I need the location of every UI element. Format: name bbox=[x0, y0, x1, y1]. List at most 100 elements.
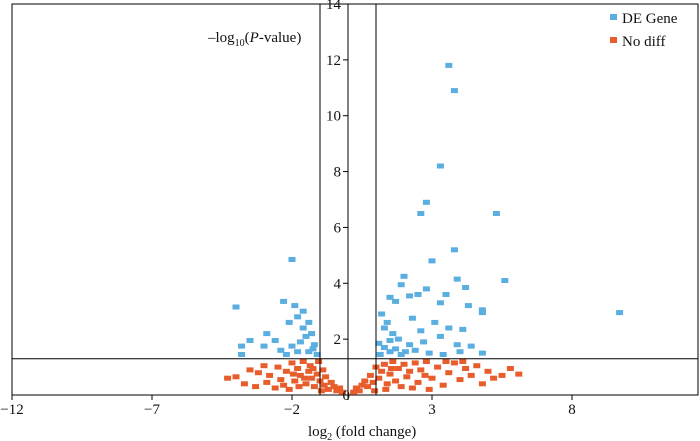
de-gene-point-61 bbox=[420, 339, 428, 345]
de-gene-point-28 bbox=[478, 310, 486, 316]
de-gene-point-66 bbox=[467, 343, 475, 349]
no-diff-point-57 bbox=[392, 378, 400, 384]
de-gene-point-62 bbox=[436, 333, 444, 339]
plot-frame bbox=[11, 3, 699, 396]
no-diff-point-39 bbox=[309, 366, 317, 371]
de-gene-point-13 bbox=[462, 285, 470, 290]
de-gene-point-20 bbox=[436, 300, 444, 306]
no-diff-point-18 bbox=[310, 384, 318, 390]
de-gene-point-24 bbox=[232, 304, 240, 310]
y-tick-label-5: 10 bbox=[326, 109, 341, 125]
no-diff-point-84 bbox=[382, 386, 390, 392]
no-diff-point-60 bbox=[400, 361, 408, 367]
de-gene-point-75 bbox=[439, 352, 447, 357]
de-gene-point-71 bbox=[406, 342, 414, 348]
x-tick-label-2: −2 bbox=[284, 402, 300, 418]
de-gene-point-76 bbox=[408, 315, 416, 321]
legend-label-no-diff: No diff bbox=[622, 34, 665, 50]
no-diff-point-45 bbox=[358, 382, 366, 388]
no-diff-point-13 bbox=[299, 359, 307, 364]
no-diff-point-79 bbox=[498, 372, 506, 378]
no-diff-point-53 bbox=[380, 361, 388, 367]
no-diff-point-87 bbox=[371, 388, 379, 394]
de-gene-point-72 bbox=[392, 346, 400, 352]
no-diff-point-44 bbox=[355, 388, 363, 394]
no-diff-point-72 bbox=[456, 377, 464, 383]
no-diff-point-61 bbox=[403, 374, 411, 380]
no-diff-point-25 bbox=[327, 379, 335, 385]
de-gene-point-65 bbox=[459, 326, 467, 332]
de-gene-point-39 bbox=[238, 343, 246, 349]
no-diff-point-2 bbox=[246, 367, 254, 373]
no-diff-point-71 bbox=[450, 360, 458, 366]
de-gene-point-40 bbox=[277, 347, 285, 353]
x-tick-label-4: 8 bbox=[568, 402, 576, 418]
de-gene-point-43 bbox=[310, 342, 318, 348]
no-diff-point-77 bbox=[484, 368, 492, 374]
no-diff-point-46 bbox=[361, 378, 369, 384]
legend-marker-no-diff bbox=[610, 37, 617, 43]
de-gene-point-14 bbox=[422, 286, 430, 292]
no-diff-point-24 bbox=[324, 386, 332, 392]
no-diff-point-16 bbox=[306, 363, 314, 369]
no-diff-point-68 bbox=[434, 364, 442, 370]
no-diff-point-58 bbox=[394, 366, 402, 371]
no-diff-point-12 bbox=[296, 372, 304, 378]
no-diff-point-29 bbox=[338, 389, 346, 395]
x-tick-label-3: 3 bbox=[428, 402, 436, 418]
de-gene-point-50 bbox=[378, 311, 386, 317]
y-tick-label-3: 6 bbox=[334, 220, 342, 236]
de-gene-point-6 bbox=[450, 247, 458, 253]
de-gene-point-37 bbox=[260, 343, 268, 349]
de-gene-point-53 bbox=[389, 331, 397, 337]
de-gene-point-34 bbox=[302, 333, 310, 339]
no-diff-point-31 bbox=[252, 384, 260, 390]
no-diff-point-14 bbox=[302, 381, 310, 387]
de-gene-point-59 bbox=[376, 352, 384, 357]
de-gene-point-67 bbox=[456, 349, 464, 355]
de-gene-point-16 bbox=[442, 292, 450, 297]
no-diff-point-1 bbox=[232, 374, 240, 380]
de-gene-point-54 bbox=[394, 336, 402, 342]
no-diff-point-3 bbox=[254, 370, 262, 376]
y-tick-label-7: 14 bbox=[326, 0, 342, 13]
no-diff-point-38 bbox=[301, 375, 309, 381]
de-gene-point-3 bbox=[422, 199, 430, 205]
de-gene-point-38 bbox=[246, 338, 254, 343]
de-gene-point-21 bbox=[464, 303, 472, 309]
de-gene-point-12 bbox=[397, 282, 405, 288]
de-gene-point-18 bbox=[386, 294, 394, 300]
de-gene-point-46 bbox=[309, 346, 317, 352]
de-gene-point-58 bbox=[397, 352, 405, 357]
no-diff-point-34 bbox=[280, 382, 288, 388]
de-gene-point-30 bbox=[616, 310, 624, 316]
no-diff-point-51 bbox=[375, 375, 383, 381]
no-diff-point-81 bbox=[515, 371, 523, 377]
de-gene-point-44 bbox=[305, 349, 313, 355]
origin-tick-label: 0 bbox=[343, 388, 351, 404]
de-gene-point-2 bbox=[436, 163, 444, 169]
no-diff-point-15 bbox=[305, 368, 313, 374]
no-diff-point-33 bbox=[271, 385, 279, 391]
y-tick-label-1: 2 bbox=[334, 332, 342, 348]
de-gene-point-19 bbox=[392, 298, 400, 304]
no-diff-point-8 bbox=[282, 368, 290, 374]
no-diff-point-28 bbox=[336, 385, 344, 391]
no-diff-point-65 bbox=[417, 367, 425, 373]
de-gene-point-1 bbox=[450, 88, 458, 94]
y-axis-title: –log10(P-value) bbox=[207, 30, 301, 49]
no-diff-point-55 bbox=[386, 371, 394, 377]
de-gene-point-10 bbox=[453, 276, 461, 282]
de-gene-point-63 bbox=[445, 325, 453, 331]
legend-label-de-gene: DE Gene bbox=[622, 11, 678, 27]
legend-marker-de-gene bbox=[610, 14, 617, 20]
de-gene-point-0 bbox=[445, 62, 453, 68]
no-diff-point-54 bbox=[383, 381, 391, 387]
de-gene-point-17 bbox=[406, 293, 414, 299]
no-diff-point-63 bbox=[411, 360, 419, 366]
de-gene-point-69 bbox=[453, 342, 461, 348]
no-diff-point-40 bbox=[315, 359, 323, 364]
de-gene-point-41 bbox=[288, 343, 296, 349]
de-gene-point-32 bbox=[299, 325, 307, 331]
de-gene-point-70 bbox=[425, 350, 433, 356]
